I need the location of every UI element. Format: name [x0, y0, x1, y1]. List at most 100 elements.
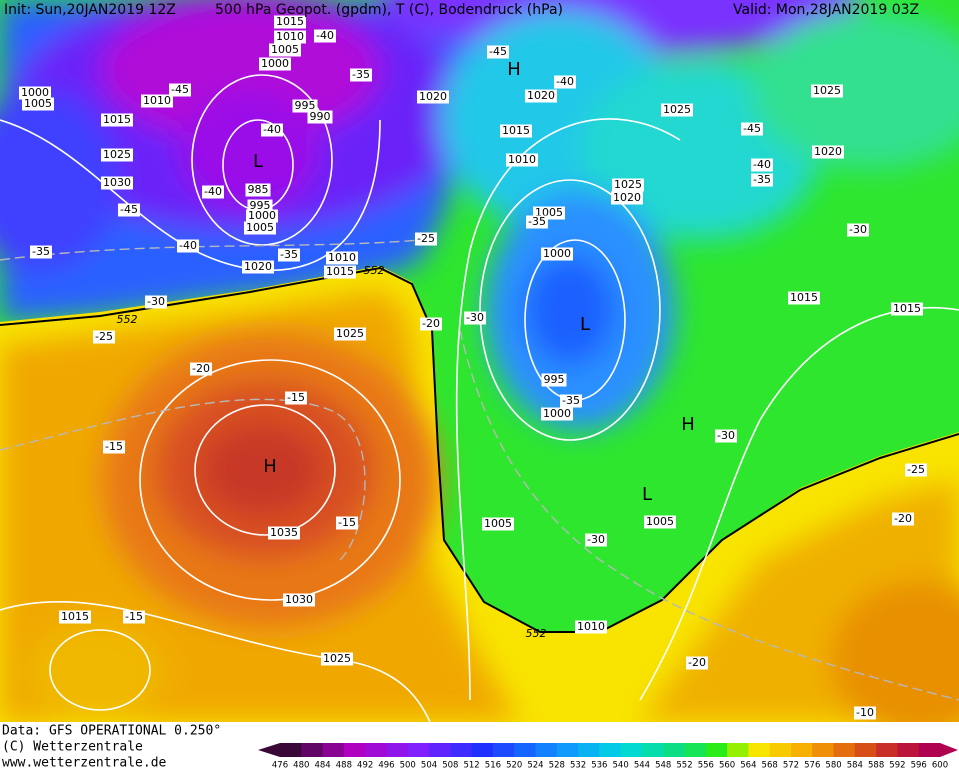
- colorbar-cell: [897, 743, 920, 757]
- temperature-label-box: [145, 295, 167, 309]
- init-time: Init: Sun,20JAN2019 12Z: [4, 2, 176, 18]
- isobar-label-box: [334, 327, 366, 341]
- isobar-label: 1010: [276, 30, 304, 43]
- colorbar-tick-label: 500: [400, 761, 416, 770]
- isobar-label-box: [259, 57, 291, 71]
- colorbar-tick-label: 524: [527, 761, 543, 770]
- colorbar-tick-label: 532: [570, 761, 586, 770]
- isobar-label: 1025: [614, 178, 642, 191]
- pressure-system: L: [642, 484, 652, 505]
- temperature-label-box: [118, 203, 140, 217]
- isobar-label-box: [292, 99, 318, 113]
- temperature-label-box: [278, 248, 300, 262]
- temperature-label: -25: [95, 330, 113, 343]
- temperature-label: -40: [204, 185, 222, 198]
- isobar-label: 1000: [543, 247, 571, 260]
- colorbar-cell: [407, 743, 430, 757]
- isobar-label: 1030: [285, 593, 313, 606]
- height-label: 552: [364, 264, 385, 277]
- isobar-label-box: [661, 103, 693, 117]
- temperature-label-box: [177, 239, 199, 253]
- isobar-label: 1010: [328, 251, 356, 264]
- colorbar-cell: [599, 743, 622, 757]
- temperature-label-box: [560, 394, 582, 408]
- isobar-label-box: [274, 30, 306, 44]
- colorbar-tick-label: 516: [485, 761, 501, 770]
- colorbar-cell: [663, 743, 686, 757]
- colorbar-cell: [918, 743, 941, 757]
- isobar-label-box: [612, 178, 644, 192]
- colorbar-tick-label: 568: [762, 761, 778, 770]
- isobar-label-box: [417, 90, 449, 104]
- isobar-label: 1000: [248, 209, 276, 222]
- colorbar-tick-label: 588: [868, 761, 884, 770]
- colorbar-tick-label: 552: [676, 761, 692, 770]
- colorbar-cell: [514, 743, 536, 757]
- temperature-label-box: [905, 463, 927, 477]
- temperature-label: -20: [894, 512, 912, 525]
- temperature-label-box: [415, 232, 437, 246]
- isobar-label-box: [245, 183, 271, 197]
- colorbar-cell: [450, 743, 473, 757]
- colorbar-cell: [280, 743, 302, 757]
- isobar-label: 1015: [103, 113, 131, 126]
- colorbar-cell: [705, 743, 728, 757]
- colorbar-cell: [876, 743, 898, 757]
- colorbar-cell: [471, 743, 494, 757]
- temperature-label-box: [854, 706, 876, 720]
- temperature-label-box: [314, 29, 336, 43]
- website: www.wetterzentrale.de: [2, 756, 167, 770]
- isobar-label-box: [19, 86, 51, 100]
- temperature-label-box: [464, 311, 486, 325]
- colorbar-cell: [790, 743, 813, 757]
- colorbar-arrow: [258, 743, 280, 757]
- colorbar-tick-label: 512: [463, 761, 479, 770]
- isobar-label-box: [246, 209, 278, 223]
- isobar-label: 1020: [527, 89, 555, 102]
- colorbar-tick-label: 536: [591, 761, 607, 770]
- isobar-label-box: [891, 302, 923, 316]
- colorbar-tick-label: 592: [889, 761, 905, 770]
- pressure-system: H: [681, 414, 695, 435]
- temperature-label: -30: [849, 223, 867, 236]
- isobar-label: 1025: [336, 327, 364, 340]
- colorbar-tick-label: 508: [442, 761, 458, 770]
- isobar-label: 1010: [508, 153, 536, 166]
- temperature-label: -15: [125, 610, 143, 623]
- isobar-label: 995: [544, 373, 565, 386]
- isobar-label: 995: [250, 199, 271, 212]
- valid-time: Valid: Mon,28JAN2019 03Z: [733, 2, 919, 18]
- isobar-label: 1025: [813, 84, 841, 97]
- temperature-label: -15: [105, 440, 123, 453]
- isobar-label-box: [788, 291, 820, 305]
- temperature-label: -45: [489, 45, 507, 58]
- pressure-system: L: [580, 314, 590, 335]
- isobar-label-box: [307, 110, 333, 124]
- isobar-label-box: [269, 43, 301, 57]
- temperature-label-box: [741, 122, 763, 136]
- isobar-label-box: [324, 265, 356, 279]
- isobar-label: 1035: [270, 526, 298, 539]
- temperature-label: -20: [422, 317, 440, 330]
- isobar-label-box: [22, 97, 54, 111]
- temperature-label: -45: [743, 122, 761, 135]
- isobar-label: 1015: [276, 15, 304, 28]
- colorbar-cell: [812, 743, 835, 757]
- temperature-label-box: [526, 215, 548, 229]
- temperature-label-box: [261, 123, 283, 137]
- isobar-label: 1010: [143, 94, 171, 107]
- isobar-label-box: [59, 610, 91, 624]
- colorbar-tick-label: 556: [698, 761, 714, 770]
- temperature-label-box: [285, 391, 307, 405]
- temperature-label: -15: [287, 391, 305, 404]
- colorbar-tick-label: 484: [314, 761, 330, 770]
- isobar-label-box: [811, 84, 843, 98]
- colorbar-cell: [322, 743, 345, 757]
- temperature-label: -45: [171, 83, 189, 96]
- temperature-label-box: [202, 185, 224, 199]
- colorbar-arrow: [940, 743, 958, 757]
- colorbar-tick-label: 564: [740, 761, 756, 770]
- isobar-label: 1015: [61, 610, 89, 623]
- isobar-label: 1000: [261, 57, 289, 70]
- colorbar-cell: [535, 743, 558, 757]
